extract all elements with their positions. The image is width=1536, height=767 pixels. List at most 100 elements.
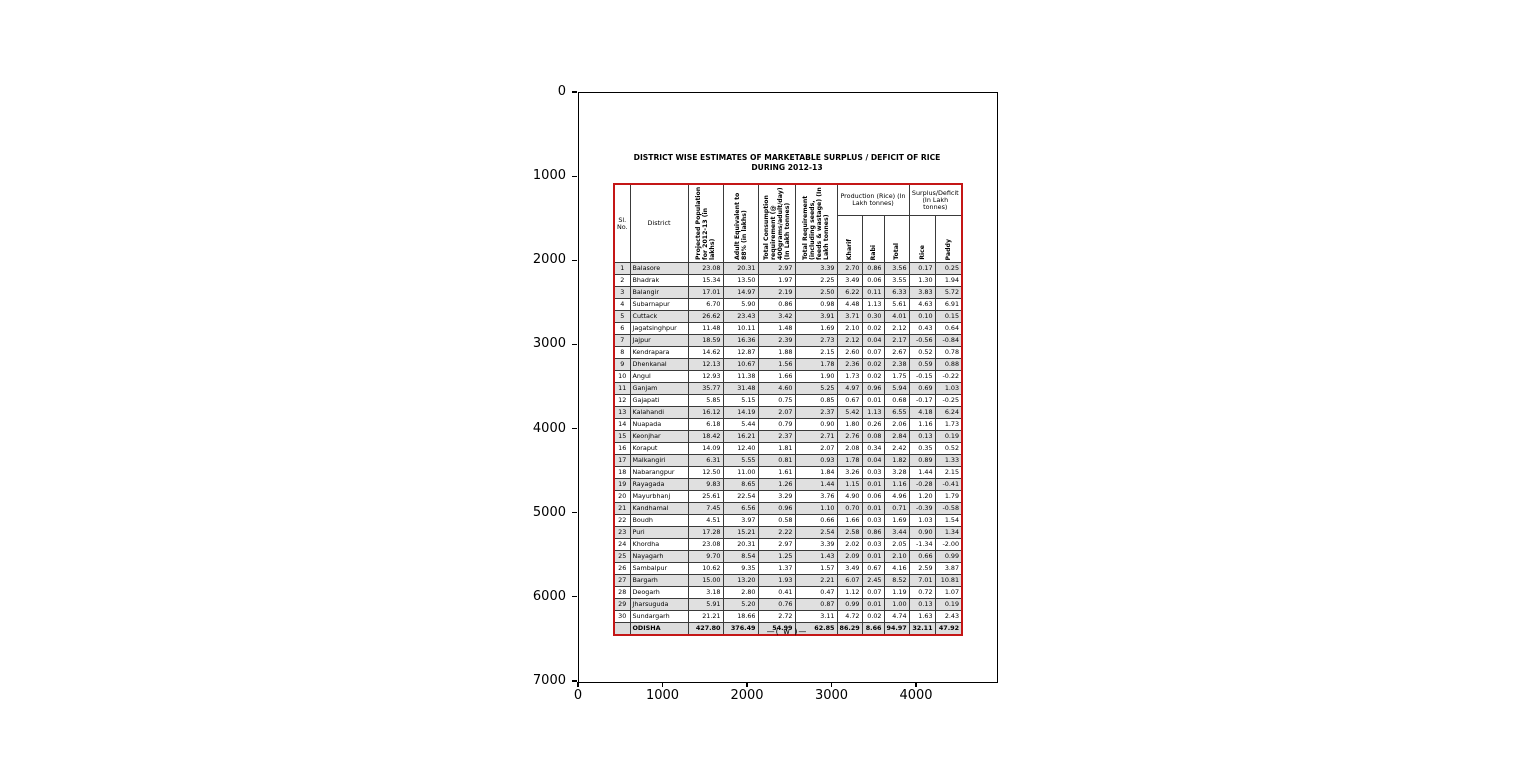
district-row-27-cell-5: 2.21 [794,574,838,587]
odisha-total-row-cell-3: 376.49 [722,622,759,636]
district-row-23-cell-5: 2.54 [794,526,838,539]
district-row-29-cell-10: 0.19 [934,598,963,611]
district-row-27: 27 Bargarh 15.00 13.20 1.93 2.21 6.07 2.45 8.52 7… [613,574,963,587]
district-row-25-cell-6: 2.09 [836,550,863,563]
x-tick-mark [915,682,917,687]
district-row-18-cell-1: Nabarangpur [629,466,689,479]
district-row-9-cell-9: 0.59 [908,358,936,371]
district-row-8-cell-8: 2.67 [883,346,910,359]
district-row-6-cell-0: 6 [613,322,631,335]
district-row-16-cell-0: 16 [613,442,631,455]
district-row-7-cell-6: 2.12 [836,334,863,347]
district-row-11-cell-2: 35.77 [687,382,724,395]
district-row-26-cell-10: 3.87 [934,562,963,575]
district-row-8-cell-2: 14.62 [687,346,724,359]
district-row-9-cell-3: 10.67 [722,358,759,371]
district-row-30-cell-5: 3.11 [794,610,838,623]
district-row-21-cell-1: Kandhamal [629,502,689,515]
district-row-20: 20 Mayurbhanj 25.61 22.54 3.29 3.76 4.90 0.06 4.… [613,490,963,503]
district-row-16-cell-4: 1.81 [757,442,796,455]
district-row-17-cell-0: 17 [613,454,631,467]
district-row-23-cell-6: 2.58 [836,526,863,539]
district-row-16-cell-6: 2.08 [836,442,863,455]
district-row-6: 6 Jagatsinghpur 11.48 10.11 1.48 1.69 2.10 0.02… [613,322,963,335]
district-row-14-cell-7: 0.26 [861,418,885,431]
district-row-28-cell-2: 3.18 [687,586,724,599]
district-row-5-cell-0: 5 [613,310,631,323]
district-row-30-cell-6: 4.72 [836,610,863,623]
district-row-27-cell-8: 8.52 [883,574,910,587]
x-tick-label: 4000 [899,688,933,703]
district-row-18-cell-0: 18 [613,466,631,479]
district-row-1-cell-10: 0.25 [934,262,963,275]
district-row-12-cell-7: 0.01 [861,394,885,407]
y-tick-mark [572,596,577,598]
district-row-5-cell-2: 26.62 [687,310,724,323]
x-tick-mark [746,682,748,687]
district-row-16: 16 Koraput 14.09 12.40 1.81 2.07 2.08 0.34 2.42 0… [613,442,963,455]
district-row-4-cell-8: 5.61 [883,298,910,311]
district-row-19-cell-7: 0.01 [861,478,885,491]
district-row-14-cell-3: 5.44 [722,418,759,431]
district-row-2-cell-2: 15.34 [687,274,724,287]
district-row-7-cell-8: 2.17 [883,334,910,347]
district-row-2-cell-8: 3.55 [883,274,910,287]
district-row-28-cell-3: 2.80 [722,586,759,599]
district-row-16-cell-5: 2.07 [794,442,838,455]
district-row-9-cell-6: 2.36 [836,358,863,371]
district-row-16-cell-10: 0.52 [934,442,963,455]
district-row-10-cell-6: 1.73 [836,370,863,383]
district-row-7-cell-9: -0.56 [908,334,936,347]
district-row-7-cell-5: 2.73 [794,334,838,347]
district-row-24: 24 Khordha 23.08 20.31 2.97 3.39 2.02 0.03 2.05-… [613,538,963,551]
x-tick-label: 1000 [645,688,680,703]
district-row-3-cell-0: 3 [613,286,631,299]
district-row-24-cell-1: Khordha [629,538,689,551]
district-row-3-cell-2: 17.01 [687,286,724,299]
district-row-3-cell-6: 6.22 [836,286,863,299]
district-row-24-cell-8: 2.05 [883,538,910,551]
district-row-30-cell-0: 30 [613,610,631,623]
district-row-7-cell-1: Jajpur [629,334,689,347]
district-row-11: 11 Ganjam 35.77 31.48 4.60 5.25 4.97 0.96 5.94 0.… [613,382,963,395]
y-tick-mark [572,259,577,261]
district-row-12-cell-8: 0.68 [883,394,910,407]
district-row-15-cell-4: 2.37 [757,430,796,443]
district-row-17-cell-4: 0.81 [757,454,796,467]
district-row-20-cell-8: 4.96 [883,490,910,503]
district-row-6-cell-10: 0.64 [934,322,963,335]
district-row-8-cell-10: 0.78 [934,346,963,359]
district-row-3-cell-8: 6.33 [883,286,910,299]
district-row-11-cell-8: 5.94 [883,382,910,395]
district-row-15-cell-1: Keonjhar [629,430,689,443]
district-row-27-cell-7: 2.45 [861,574,885,587]
district-row-10-cell-3: 11.38 [722,370,759,383]
district-row-1-cell-5: 3.39 [794,262,838,275]
district-row-8-cell-6: 2.60 [836,346,863,359]
district-row-21: 21 Kandhamal 7.45 6.56 0.96 1.10 0.70 0.01 0.71-… [613,502,963,515]
district-row-24-cell-9: -1.34 [908,538,936,551]
district-row-28-cell-4: 0.41 [757,586,796,599]
district-row-30-cell-9: 1.63 [908,610,936,623]
district-row-8-cell-3: 12.87 [722,346,759,359]
district-row-2-cell-4: 1.97 [757,274,796,287]
district-row-13-cell-9: 4.18 [908,406,936,419]
district-row-16-cell-3: 12.40 [722,442,759,455]
district-row-22-cell-5: 0.66 [794,514,838,527]
district-row-20-cell-5: 3.76 [794,490,838,503]
district-row-23-cell-10: 1.34 [934,526,963,539]
district-row-27-cell-2: 15.00 [687,574,724,587]
district-row-25-cell-3: 8.54 [722,550,759,563]
district-row-19-cell-10: -0.41 [934,478,963,491]
district-row-3-cell-10: 5.72 [934,286,963,299]
district-row-26-cell-9: 2.59 [908,562,936,575]
district-row-4: 4 Subarnapur 6.70 5.90 0.86 0.98 4.48 1.13 5.61 4… [613,298,963,311]
district-row-6-cell-6: 2.10 [836,322,863,335]
district-row-15-cell-10: 0.19 [934,430,963,443]
district-row-30-cell-1: Sundargarh [629,610,689,623]
district-row-9-cell-8: 2.38 [883,358,910,371]
district-row-25-cell-8: 2.10 [883,550,910,563]
district-row-7-cell-3: 16.36 [722,334,759,347]
district-row-11-cell-9: 0.69 [908,382,936,395]
